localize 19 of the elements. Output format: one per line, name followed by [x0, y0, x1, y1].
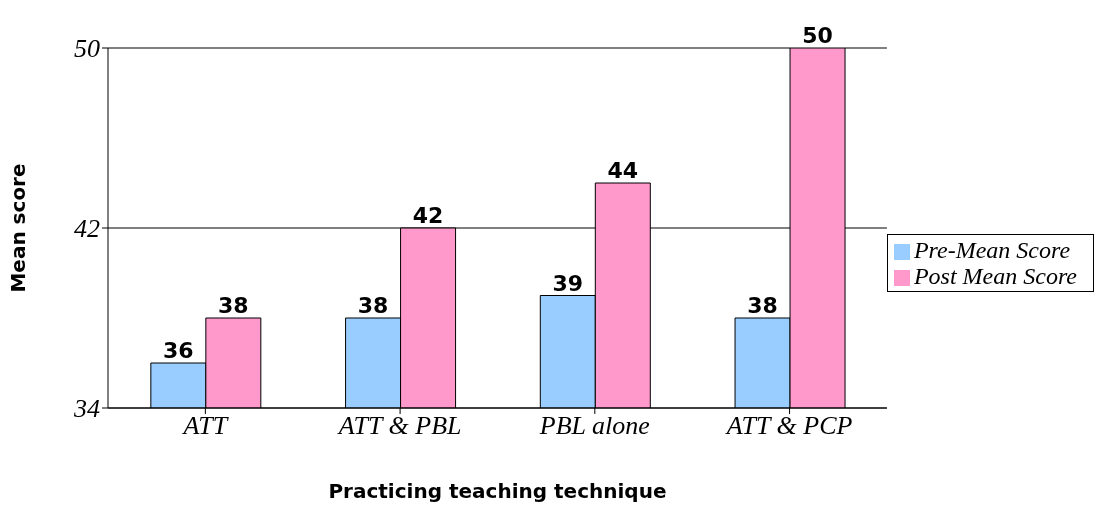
data-label: 38: [747, 293, 778, 318]
x-axis-title: Practicing teaching technique: [328, 479, 667, 503]
y-tick-label: 50: [74, 34, 100, 64]
x-tick-label: ATT: [181, 411, 229, 441]
data-label: 44: [607, 158, 639, 183]
legend-label: Pre-Mean Score: [913, 237, 1071, 263]
x-tick-label: ATT & PCP: [724, 411, 853, 441]
x-tick-label: ATT & PBL: [336, 411, 462, 441]
data-label: 38: [357, 293, 389, 318]
data-label: 36: [163, 338, 194, 363]
legend-label: Post Mean Score: [913, 263, 1077, 289]
data-label: 50: [802, 23, 833, 48]
y-tick-label: 34: [73, 394, 100, 424]
y-tick-label: 42: [74, 214, 100, 244]
data-label: 38: [218, 293, 249, 318]
data-label: 42: [412, 203, 444, 228]
data-label: 39: [552, 270, 584, 296]
x-tick-label: PBL alone: [538, 411, 650, 441]
y-axis-title: Mean score: [6, 163, 31, 293]
